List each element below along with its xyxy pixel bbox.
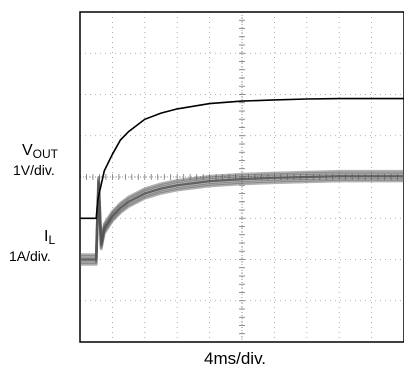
il-trace [80, 173, 404, 260]
vout-trace [80, 97, 404, 220]
il-trace [80, 175, 404, 261]
plot-frame [79, 11, 404, 343]
il-trace [80, 169, 404, 256]
traces [80, 97, 404, 266]
il-scale-label: 1A/div. [9, 248, 51, 264]
il-trace [80, 171, 404, 258]
il-trace [80, 178, 404, 265]
il-symbol: IL [44, 228, 56, 247]
vout-symbol: VOUT [22, 142, 59, 161]
x-axis-label: 4ms/div. [204, 349, 267, 368]
vout-scale-label: 1V/div. [13, 162, 55, 178]
